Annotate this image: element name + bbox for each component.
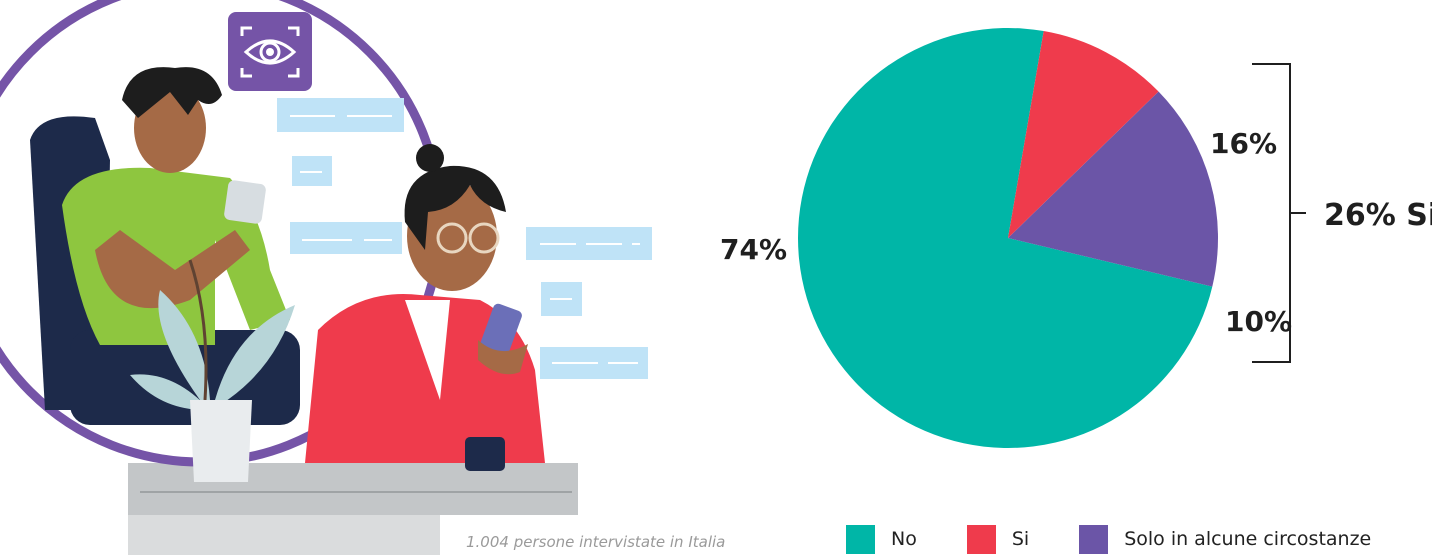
legend: No Si Solo in alcune circostanze	[846, 524, 1372, 554]
legend-label-no: No	[891, 528, 917, 550]
bracket-label: 26% Si	[1324, 198, 1432, 233]
slice-solo	[1008, 91, 1218, 287]
eye-icon	[228, 12, 312, 91]
chat-bubble	[290, 222, 402, 254]
label-no: 74%	[720, 233, 787, 266]
legend-item-solo: Solo in alcune circostanze	[1079, 524, 1372, 554]
label-si: 10%	[1225, 305, 1292, 338]
legend-swatch-si	[966, 524, 996, 554]
legend-label-solo: Solo in alcune circostanze	[1124, 528, 1372, 550]
pie-chart: 74% 16% 10% 26% Si	[720, 28, 1432, 449]
legend-swatch-solo	[1079, 524, 1109, 554]
slice-no	[798, 28, 1213, 449]
legend-item-no: No	[846, 524, 917, 554]
slice-si	[1008, 31, 1159, 238]
label-solo: 16%	[1210, 127, 1277, 160]
bracket	[1252, 63, 1306, 363]
illustration	[0, 0, 652, 555]
legend-swatch-no	[846, 524, 875, 554]
desk-front	[128, 515, 440, 555]
legend-label-si: Si	[1011, 528, 1030, 550]
legend-item-si: Si	[966, 524, 1030, 554]
footnote: 1.004 persone intervistate in Italia	[466, 533, 726, 551]
